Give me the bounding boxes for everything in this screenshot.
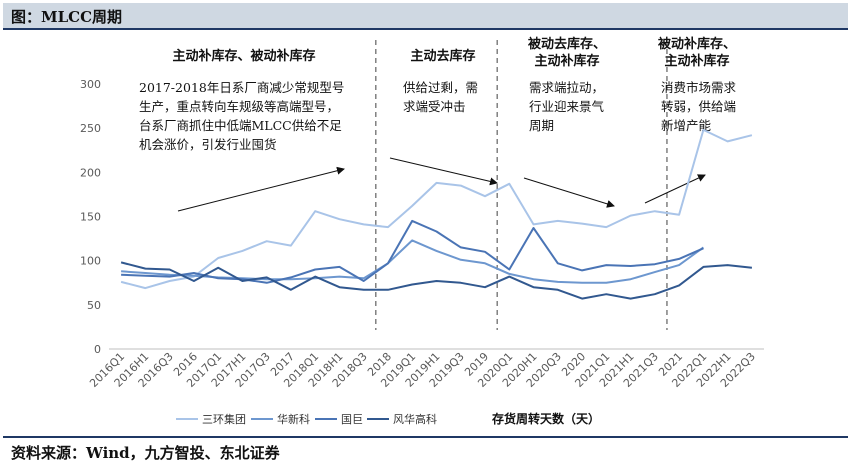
phase-label: 被动补库存、 <box>657 36 736 52</box>
y-tick-label: 0 <box>94 343 101 356</box>
series-line <box>121 219 704 284</box>
phase-label: 主动补库存、被动补库存 <box>172 48 315 64</box>
series-line <box>120 261 753 300</box>
y-tick-label: 200 <box>80 166 101 179</box>
phase-label: 主动去库存 <box>410 48 475 64</box>
phase-annotation: 生产，重点转向车规级等高端型号， <box>139 99 339 114</box>
phase-annotation: 台系厂商抓住中低端MLCC供给不足 <box>139 118 342 133</box>
series-line <box>120 128 753 290</box>
phase-annotation: 供给过剩，需 <box>403 80 478 95</box>
y-tick-label: 50 <box>87 299 101 312</box>
phase-annotation: 转弱，供给端 <box>661 99 736 114</box>
legend-label: 华新科 <box>277 412 310 426</box>
phase-annotation: 行业迎来景气 <box>529 99 605 114</box>
legend-label: 三环集团 <box>202 412 246 426</box>
phase-annotation: 新增产能 <box>661 118 712 133</box>
trend-arrow <box>644 174 706 204</box>
trend-arrow <box>389 157 498 186</box>
phase-annotation: 消费市场需求 <box>661 80 737 95</box>
legend-label: 风华高科 <box>393 412 437 426</box>
y-tick-label: 300 <box>80 78 101 91</box>
figure-header: 图：MLCC周期 <box>3 3 848 30</box>
phase-annotation: 周期 <box>529 118 554 133</box>
phase-annotation: 2017-2018年日系厂商减少常规型号 <box>139 80 344 95</box>
y-tick-label: 100 <box>80 255 101 268</box>
phase-label: 被动去库存、 <box>527 36 606 52</box>
phase-annotation: 需求端拉动， <box>529 80 604 95</box>
phase-annotation: 求端受冲击 <box>403 99 466 114</box>
phase-annotation: 机会涨价，引发行业囤货 <box>139 137 277 152</box>
trend-arrow <box>177 166 345 212</box>
figure-footer: 资料来源：Wind，九方智投、东北证券 <box>3 436 848 466</box>
source-note: 资料来源：Wind，九方智投、东北证券 <box>11 444 280 462</box>
phase-label: 主动补库存 <box>664 53 729 69</box>
figure-title: 图：MLCC周期 <box>11 8 123 26</box>
phase-label: 主动补库存 <box>534 53 599 69</box>
y-tick-label: 250 <box>80 122 101 135</box>
y-tick-label: 150 <box>80 211 101 224</box>
trend-arrow <box>523 177 615 208</box>
legend-label: 国巨 <box>341 413 363 426</box>
unit-label: 存货周转天数（天） <box>491 411 600 426</box>
